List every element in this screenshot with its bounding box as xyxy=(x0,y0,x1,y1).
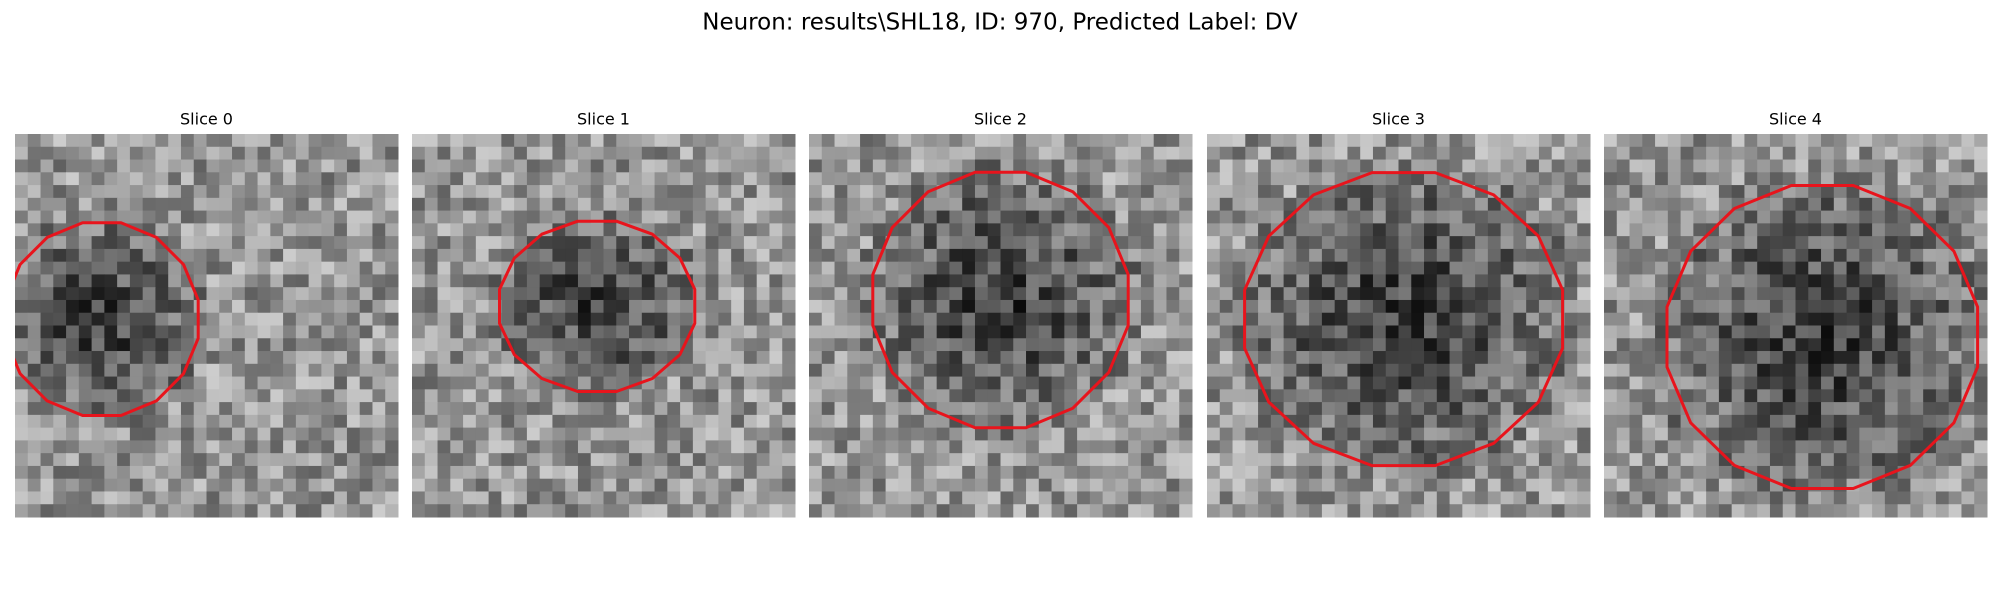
image-panel xyxy=(412,134,796,518)
image-panel xyxy=(1604,134,1988,518)
panel-title: Slice 4 xyxy=(1769,110,1822,129)
image-panel xyxy=(809,134,1193,518)
contour xyxy=(15,221,200,417)
contour xyxy=(871,170,1130,430)
contour xyxy=(498,219,697,393)
figure-title: Neuron: results\SHL18, ID: 970, Predicte… xyxy=(702,10,1298,36)
image-panel xyxy=(15,134,399,518)
panel-title: Slice 3 xyxy=(1372,110,1425,129)
panel-title: Slice 1 xyxy=(577,110,630,129)
contour xyxy=(1243,171,1565,468)
contour xyxy=(1665,184,1980,490)
panel-title: Slice 0 xyxy=(180,110,233,129)
image-panel xyxy=(1207,134,1591,518)
panel-title: Slice 2 xyxy=(974,110,1027,129)
